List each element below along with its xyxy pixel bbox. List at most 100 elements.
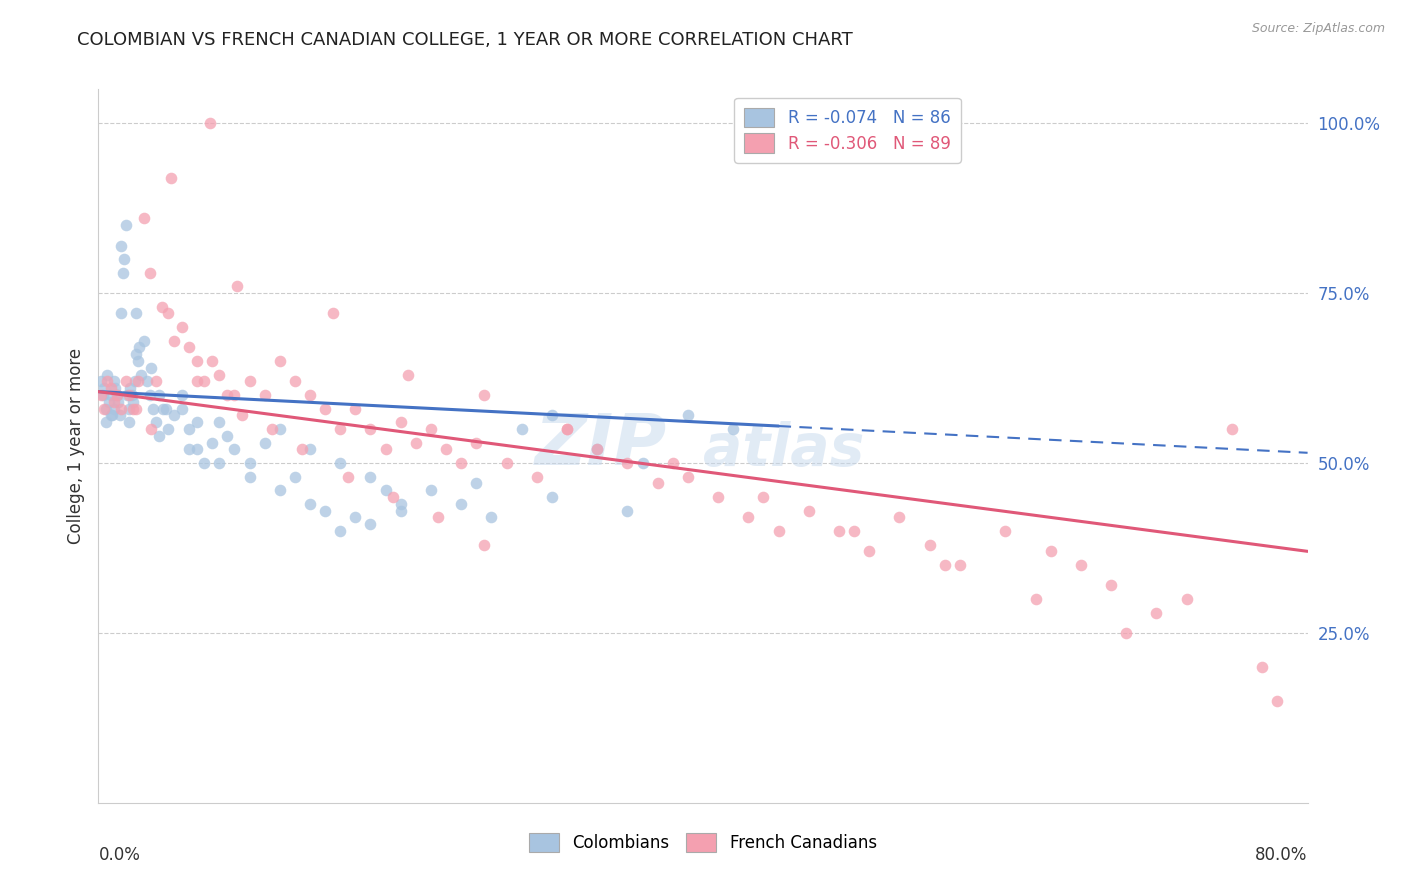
Point — [526, 469, 548, 483]
Point — [179, 341, 201, 355]
Point — [94, 401, 117, 416]
Point — [1175, 591, 1198, 606]
Point — [540, 490, 562, 504]
Point — [224, 442, 246, 457]
Point — [707, 490, 730, 504]
Point — [179, 442, 201, 457]
Point — [389, 503, 412, 517]
Point — [125, 306, 148, 320]
Point — [129, 368, 152, 382]
Point — [768, 524, 790, 538]
Point — [336, 469, 359, 483]
Point — [179, 422, 201, 436]
Point — [90, 388, 112, 402]
Point — [344, 510, 367, 524]
Point — [231, 409, 253, 423]
Point — [889, 510, 911, 524]
Point — [163, 334, 186, 348]
Point — [208, 415, 231, 429]
Point — [122, 401, 145, 416]
Point — [844, 524, 866, 538]
Point — [1267, 694, 1289, 708]
Point — [1039, 544, 1062, 558]
Point — [186, 354, 208, 368]
Point — [510, 422, 533, 436]
Point — [121, 388, 143, 402]
Point — [200, 116, 222, 130]
Point — [314, 503, 336, 517]
Text: ZIP: ZIP — [534, 411, 666, 481]
Point — [127, 354, 149, 368]
Point — [115, 388, 138, 402]
Point — [661, 456, 683, 470]
Point — [420, 422, 443, 436]
Point — [139, 266, 162, 280]
Point — [858, 544, 880, 558]
Point — [472, 537, 495, 551]
Point — [616, 503, 638, 517]
Point — [145, 415, 167, 429]
Point — [96, 375, 118, 389]
Point — [374, 483, 396, 498]
Point — [934, 558, 956, 572]
Point — [450, 497, 472, 511]
Point — [239, 375, 262, 389]
Point — [360, 469, 382, 483]
Point — [170, 388, 193, 402]
Point — [103, 401, 125, 416]
Point — [481, 510, 503, 524]
Point — [918, 537, 941, 551]
Point — [148, 429, 170, 443]
Point — [156, 306, 179, 320]
Point — [155, 401, 177, 416]
Point — [472, 388, 495, 402]
Text: atlas: atlas — [703, 421, 865, 478]
Point — [132, 334, 155, 348]
Point — [949, 558, 972, 572]
Point — [382, 490, 405, 504]
Point — [322, 306, 344, 320]
Point — [586, 442, 609, 457]
Point — [828, 524, 851, 538]
Point — [118, 415, 141, 429]
Point — [208, 456, 231, 470]
Point — [540, 409, 562, 423]
Point — [405, 435, 427, 450]
Point — [1070, 558, 1092, 572]
Text: Source: ZipAtlas.com: Source: ZipAtlas.com — [1251, 22, 1385, 36]
Point — [118, 388, 141, 402]
Point — [170, 320, 193, 334]
Point — [1099, 578, 1122, 592]
Point — [389, 415, 412, 429]
Point — [314, 401, 336, 416]
Point — [1220, 422, 1243, 436]
Point — [122, 394, 145, 409]
Point — [107, 394, 129, 409]
Point — [420, 483, 443, 498]
Point — [135, 375, 157, 389]
Point — [201, 435, 224, 450]
Point — [125, 401, 148, 416]
Point — [93, 401, 115, 416]
Point — [299, 497, 322, 511]
Point — [389, 497, 412, 511]
Point — [132, 211, 155, 226]
Point — [737, 510, 759, 524]
Point — [262, 422, 284, 436]
Point — [91, 388, 114, 402]
Point — [112, 252, 135, 266]
Point — [108, 409, 131, 423]
Y-axis label: College, 1 year or more: College, 1 year or more — [66, 348, 84, 544]
Point — [103, 394, 125, 409]
Text: 80.0%: 80.0% — [1256, 846, 1308, 863]
Point — [105, 388, 128, 402]
Point — [100, 409, 122, 423]
Point — [186, 415, 208, 429]
Point — [427, 510, 450, 524]
Point — [434, 442, 457, 457]
Point — [1144, 606, 1167, 620]
Text: 0.0%: 0.0% — [98, 846, 141, 863]
Point — [160, 170, 183, 185]
Point — [98, 394, 121, 409]
Point — [201, 354, 224, 368]
